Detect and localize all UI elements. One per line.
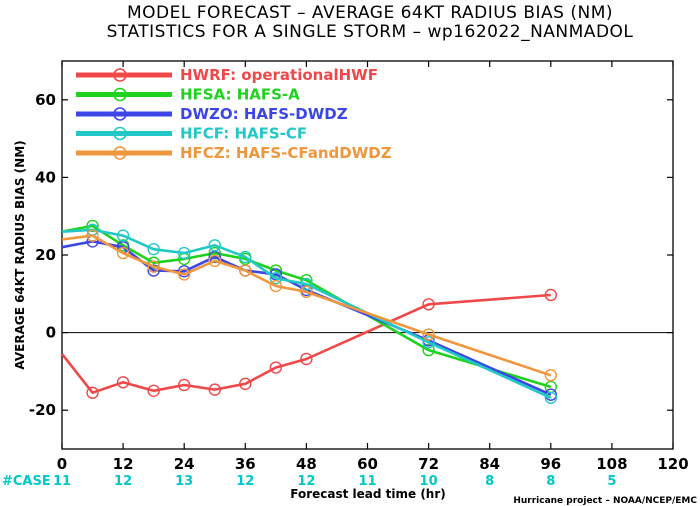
y-tick-label: 0	[46, 324, 56, 342]
data-point	[147, 264, 160, 277]
series-line	[61, 228, 552, 399]
legend-marker	[113, 68, 127, 82]
x-tick-label: 120	[657, 455, 688, 473]
data-point	[300, 285, 313, 299]
case-counts: #CASE 11 12 13 12 12 11 10 8 8 5	[2, 474, 616, 489]
case-count: 13	[175, 474, 193, 489]
x-tick-label: 108	[596, 455, 627, 473]
legend-label: HFCZ: HAFS-CFandDWDZ	[180, 144, 392, 162]
y-tick-label: -20	[29, 401, 56, 419]
series-group	[60, 219, 557, 404]
legend-item: HFCZ: HAFS-CFandDWDZ	[76, 144, 392, 162]
data-point	[239, 264, 252, 277]
legend-marker	[113, 126, 127, 141]
case-count: 11	[53, 474, 71, 489]
data-point	[116, 376, 130, 389]
legend-marker	[113, 146, 127, 160]
x-tick-label: 96	[540, 455, 561, 473]
data-point	[147, 242, 160, 256]
data-point	[269, 264, 283, 277]
data-point	[177, 268, 191, 281]
data-point	[544, 288, 557, 302]
data-point	[208, 383, 221, 396]
data-point	[116, 229, 130, 242]
x-tick-label: 72	[418, 455, 439, 473]
data-point	[269, 361, 283, 374]
series-line	[61, 240, 552, 396]
series-line	[61, 234, 552, 377]
series	[61, 235, 557, 401]
data-point	[422, 328, 435, 341]
legend-item: HFCF: HAFS-CF	[76, 125, 307, 143]
legend-marker	[113, 107, 127, 121]
legend-item: DWZO: HAFS-DWDZ	[76, 105, 348, 123]
chart-title: MODEL FORECAST – AVERAGE 64KT RADIUS BIA…	[127, 3, 613, 23]
x-tick-label: 48	[296, 455, 317, 473]
data-point	[86, 386, 99, 399]
y-axis-title: AVERAGE 64KT RADIUS BIAS (NM)	[13, 140, 27, 369]
data-point	[147, 384, 160, 397]
series	[60, 288, 557, 399]
series	[61, 223, 557, 404]
x-tick-label: 0	[57, 455, 67, 473]
data-point	[177, 378, 191, 392]
data-point	[544, 369, 557, 382]
case-count: 8	[485, 474, 494, 489]
x-tick-label: 24	[174, 455, 195, 473]
legend-label: HWRF: operationalHWF	[180, 66, 378, 84]
case-count: 10	[420, 474, 438, 489]
credit-text: Hurricane project – NOAA/NCEP/EMC	[513, 496, 697, 506]
x-tick-label: 12	[113, 455, 134, 473]
data-point	[239, 377, 252, 391]
x-tick-label: 36	[235, 455, 256, 473]
legend-item: HFSA: HAFS-A	[76, 86, 300, 104]
y-tick-label: 40	[35, 168, 56, 186]
y-tick-label: 60	[35, 91, 56, 109]
case-count: 12	[236, 474, 254, 489]
legend-label: DWZO: HAFS-DWDZ	[180, 105, 348, 123]
x-tick-label: 60	[357, 455, 378, 473]
case-count: 12	[114, 474, 132, 489]
legend-item: HWRF: operationalHWF	[76, 66, 378, 84]
y-tick-label: 20	[35, 246, 56, 264]
case-count: 11	[358, 474, 376, 489]
legend-label: HFCF: HAFS-CF	[180, 125, 307, 143]
series	[61, 229, 557, 382]
series-line	[60, 293, 551, 395]
data-point	[208, 246, 221, 260]
data-point	[269, 272, 283, 285]
data-point	[208, 254, 221, 268]
legend-marker	[113, 87, 127, 102]
data-point	[86, 219, 99, 233]
data-point	[422, 336, 435, 349]
x-axis-title: Forecast lead time (hr)	[290, 487, 446, 501]
data-point	[208, 239, 221, 252]
data-point	[300, 352, 313, 366]
chart-subtitle: STATISTICS FOR A SINGLE STORM – wp162022…	[107, 22, 634, 42]
legend-label: HFSA: HAFS-A	[180, 86, 300, 104]
data-point	[147, 256, 160, 269]
case-count: 8	[546, 474, 555, 489]
data-point	[300, 277, 313, 291]
data-point	[239, 250, 252, 264]
case-count: 5	[607, 474, 616, 489]
x-tick-label: 84	[479, 455, 500, 473]
data-point	[422, 298, 435, 311]
data-point	[422, 343, 435, 357]
data-point	[86, 229, 99, 242]
data-point	[269, 279, 283, 293]
axis-ticks: 0 12 24 36 48 60 72 84 96 108 120 -20 0 20 40 60	[29, 61, 689, 473]
data-point	[544, 391, 557, 404]
data-point	[177, 246, 191, 260]
data-point	[147, 260, 160, 273]
case-label: #CASE	[2, 474, 51, 489]
data-point	[116, 246, 130, 260]
case-count: 12	[297, 474, 315, 489]
